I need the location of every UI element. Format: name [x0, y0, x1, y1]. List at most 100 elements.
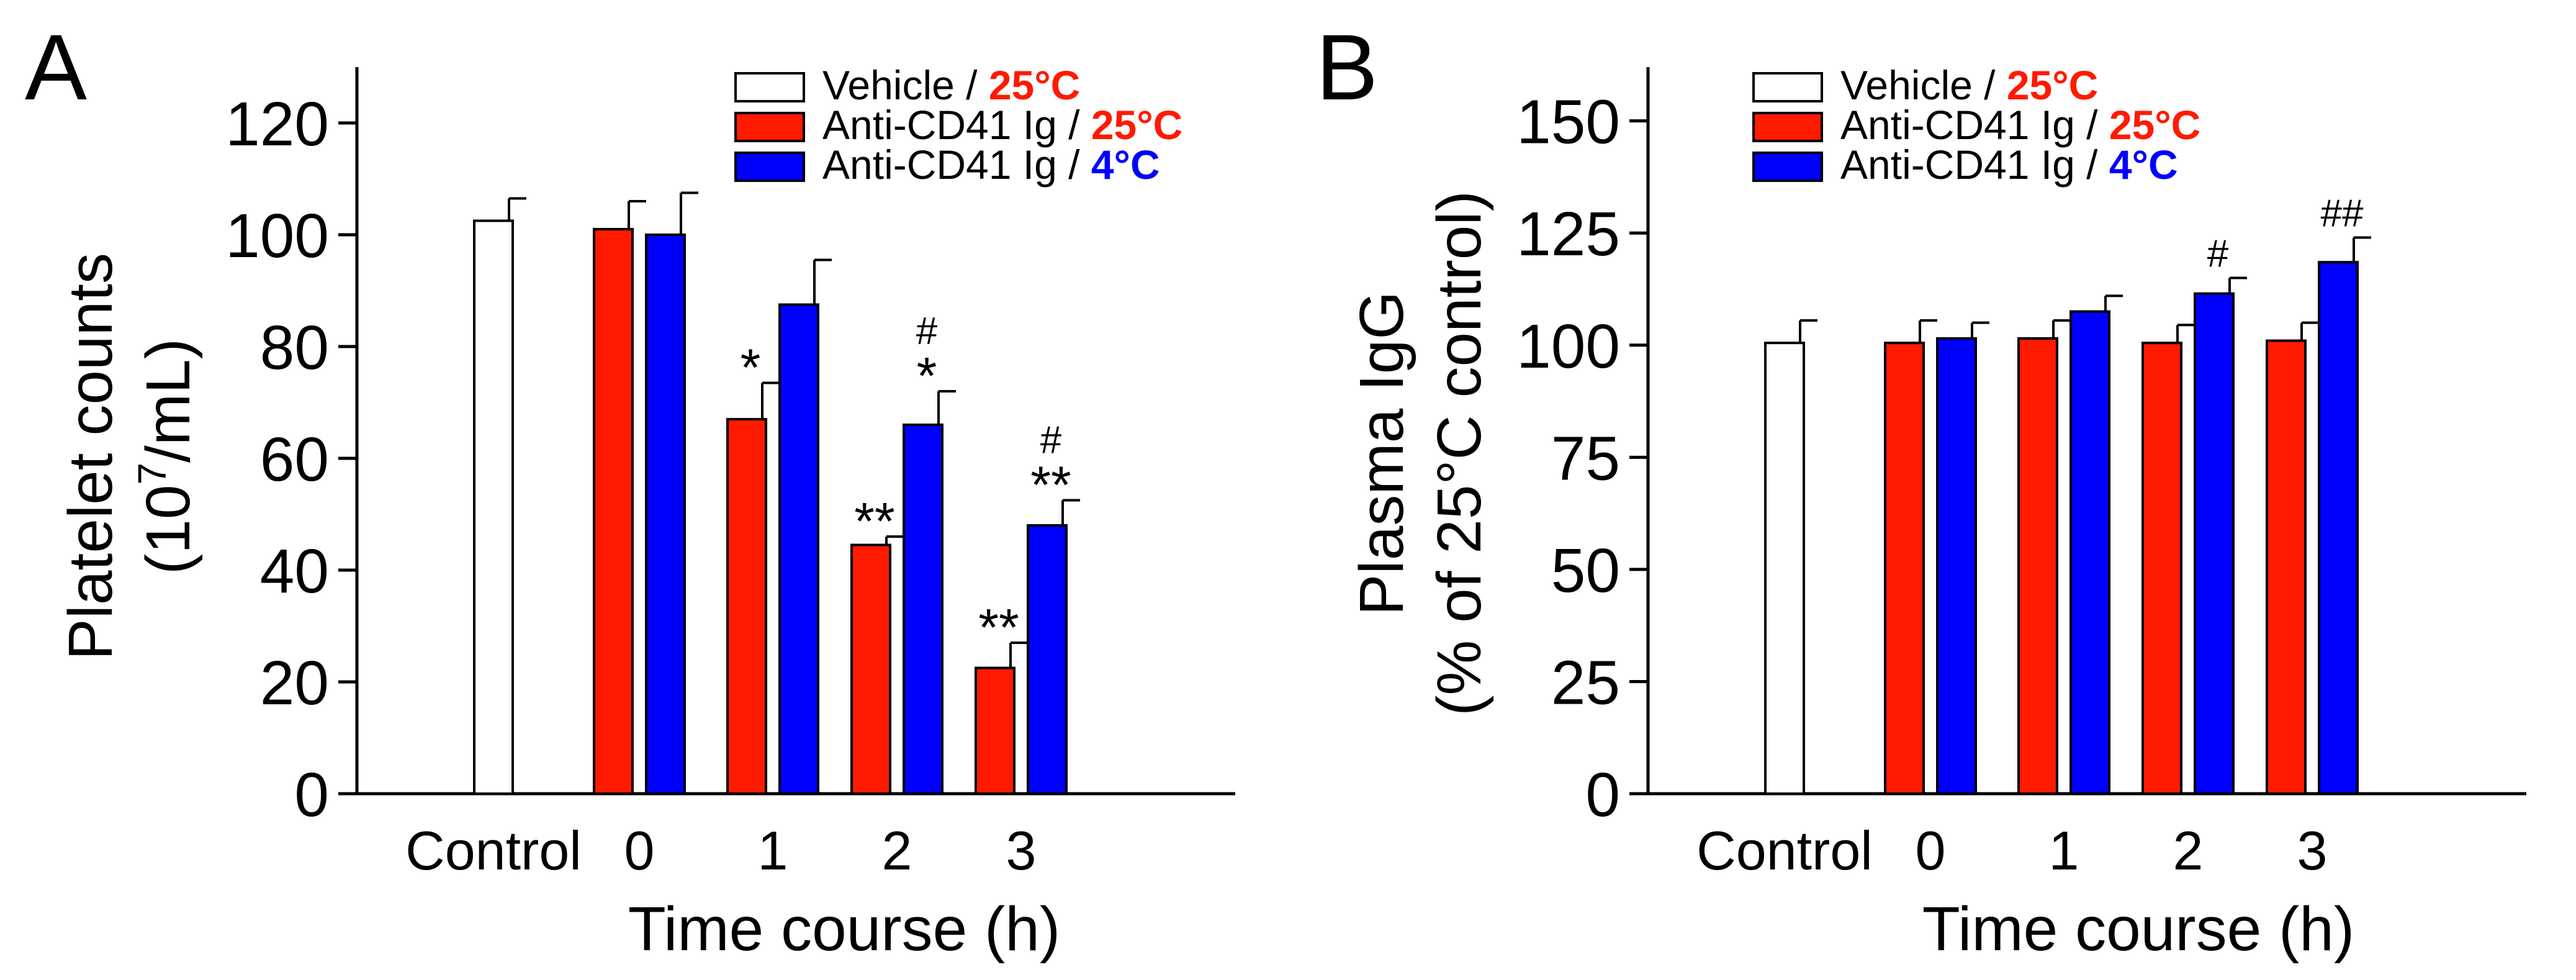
y-tick-label: 125 [1516, 199, 1620, 269]
panel-a-ylabel-sup: 7 [130, 463, 174, 485]
y-tick-label: 100 [225, 201, 329, 271]
legend-item-anti-cd41-25c: Anti-CD41 Ig / 25°C [734, 102, 1182, 148]
bar [1936, 337, 1977, 795]
x-tick-label: Control [405, 820, 582, 881]
bar [1027, 524, 1068, 795]
y-tick-label: 75 [1551, 424, 1620, 493]
x-tick-label: 0 [624, 820, 655, 881]
y-tick-label: 120 [225, 89, 329, 159]
legend-label: Vehicle / 25°C [1840, 62, 2098, 108]
legend-sep: / [955, 62, 989, 108]
bar [2318, 261, 2359, 795]
panel-a-xlabel: Time course (h) [628, 894, 1060, 964]
legend-item-anti-cd41-4c: Anti-CD41 Ig / 4°C [734, 142, 1160, 188]
panel-b-xlabel: Time course (h) [1922, 894, 2354, 964]
y-tick-label: 20 [260, 648, 329, 718]
legend-item-anti-cd41-25c: Anti-CD41 Ig / 25°C [1752, 102, 2200, 148]
significance-star: * [917, 347, 937, 405]
legend-temp: 25°C [1091, 102, 1182, 148]
legend-name: Vehicle [1840, 62, 1973, 108]
y-tick-label: 25 [1551, 648, 1620, 717]
panel-a-ylabel-line1: Platelet counts [56, 253, 125, 660]
significance-star: * [741, 338, 761, 397]
y-tick-label: 0 [294, 760, 329, 830]
bar [850, 543, 891, 795]
significance-star: ** [978, 598, 1019, 656]
legend-item-vehicle: Vehicle / 25°C [1752, 62, 2098, 108]
bar [1884, 342, 1925, 795]
legend-temp: 4°C [1091, 142, 1160, 188]
legend-name: Anti-CD41 Ig [822, 142, 1057, 188]
legend-name: Vehicle [822, 62, 955, 108]
panel-a-ylabel-post: /mL) [133, 338, 203, 463]
bar [1764, 342, 1805, 795]
panel-b-ylabel-pre: (% of 25°C control) [1425, 191, 1494, 716]
x-tick-label: 2 [882, 820, 912, 881]
legend-label: Anti-CD41 Ig / 25°C [1840, 102, 2200, 148]
bar [778, 303, 819, 795]
y-tick-label: 50 [1551, 536, 1620, 606]
legend-name: Anti-CD41 Ig [822, 102, 1057, 148]
x-tick-label: 1 [2049, 820, 2079, 881]
panel-a: A Platelet counts (107/mL) Time course (… [25, 15, 1060, 964]
legend-label: Vehicle / 25°C [822, 62, 1080, 108]
bar [593, 228, 634, 795]
legend-name: Anti-CD41 Ig [1840, 102, 2075, 148]
legend-temp: 4°C [2109, 142, 2178, 188]
significance-hash: # [1040, 419, 1062, 462]
panel-b: B Plasma IgG (% of 25°C control) Time co… [1316, 15, 2354, 964]
bar [2141, 342, 2182, 795]
legend-swatch-anti-cd41-4c [1752, 152, 1823, 182]
panel-a-letter: A [25, 15, 87, 119]
x-tick-label: Control [1696, 820, 1873, 881]
bar [903, 424, 943, 795]
panel-a-legend: Vehicle / 25°C Anti-CD41 Ig / 25°C Anti-… [734, 62, 1182, 188]
panel-b-ylabel-line1: Plasma IgG [1347, 291, 1416, 615]
significance-star: ** [854, 492, 894, 550]
bar [2266, 339, 2307, 795]
legend-item-vehicle: Vehicle / 25°C [734, 62, 1080, 108]
x-tick-label: 3 [2297, 820, 2328, 881]
significance-hash: ## [2321, 192, 2364, 235]
x-tick-label: 3 [1006, 820, 1037, 881]
bar [473, 219, 514, 795]
legend-label: Anti-CD41 Ig / 25°C [822, 102, 1182, 148]
y-tick-label: 40 [260, 537, 329, 606]
significance-hash: # [916, 310, 938, 353]
bar [645, 234, 686, 795]
y-tick-label: 100 [1516, 312, 1620, 381]
legend-sep: / [2075, 142, 2109, 188]
y-tick-label: 150 [1516, 88, 1620, 157]
legend-swatch-vehicle [734, 72, 805, 102]
y-tick-label: 60 [260, 425, 329, 494]
significance-hash: # [2207, 232, 2229, 275]
panel-b-legend: Vehicle / 25°C Anti-CD41 Ig / 25°C Anti-… [1752, 62, 2200, 188]
bar [2017, 337, 2058, 795]
legend-sep: / [1057, 142, 1091, 188]
legend-swatch-anti-cd41-25c [734, 112, 805, 142]
legend-name: Anti-CD41 Ig [1840, 142, 2075, 188]
panel-a-ylabel-line2: (107/mL) [130, 338, 203, 574]
legend-swatch-vehicle [1752, 72, 1823, 102]
legend-swatch-anti-cd41-4c [734, 152, 805, 182]
legend-item-anti-cd41-4c: Anti-CD41 Ig / 4°C [1752, 142, 2178, 188]
significance-star: ** [1030, 456, 1071, 514]
legend-sep: / [2075, 102, 2109, 148]
legend-temp: 25°C [989, 62, 1080, 108]
panel-a-ylabel-pre: (10 [133, 485, 203, 575]
bar [726, 418, 767, 795]
bar [975, 666, 1016, 795]
y-tick-label: 0 [1585, 760, 1620, 830]
panel-b-letter: B [1316, 15, 1378, 119]
legend-temp: 25°C [2109, 102, 2200, 148]
panel-b-ylabel-line2: (% of 25°C control) [1425, 191, 1494, 716]
legend-sep: / [1973, 62, 2007, 108]
legend-label: Anti-CD41 Ig / 4°C [822, 142, 1160, 188]
legend-sep: / [1057, 102, 1091, 148]
bar [2194, 292, 2235, 795]
legend-swatch-anti-cd41-25c [1752, 112, 1823, 142]
bar [2069, 310, 2110, 796]
